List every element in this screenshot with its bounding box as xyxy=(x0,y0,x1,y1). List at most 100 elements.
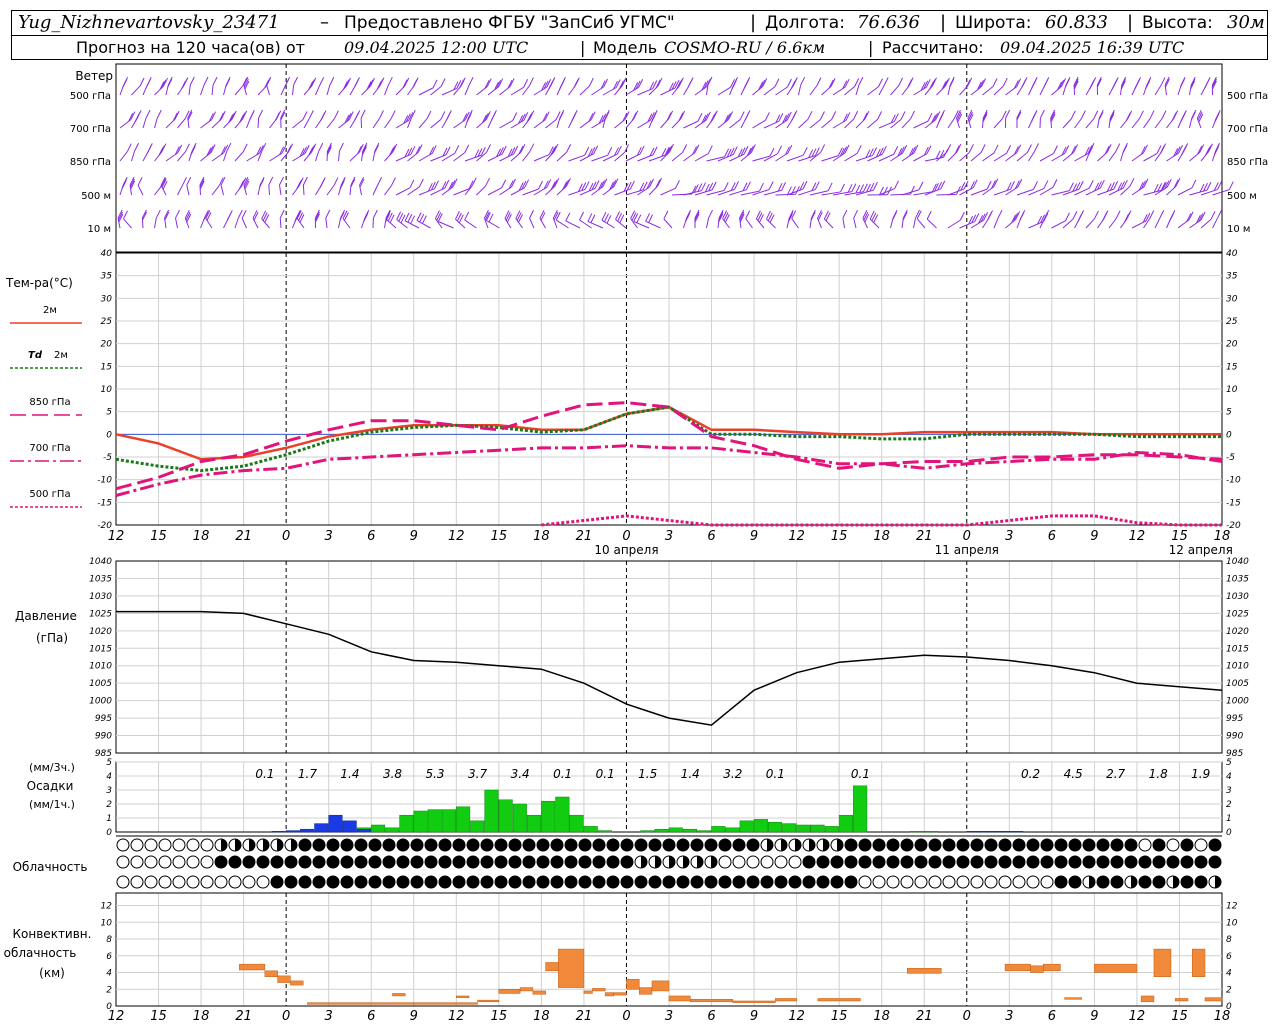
wind-barb-flag xyxy=(344,212,349,221)
wind-barb-flag xyxy=(778,113,784,122)
conv-cloud-bar xyxy=(1043,963,1061,972)
cloud-symbol xyxy=(802,855,816,869)
cloud-symbol xyxy=(662,875,676,889)
conv-cloud-bar xyxy=(604,992,614,997)
rain-bar xyxy=(782,823,797,833)
wind-barb-flag xyxy=(520,113,526,123)
cloud-symbol xyxy=(830,855,844,869)
wind-barb-flag xyxy=(1190,78,1196,88)
wind-barb xyxy=(763,153,778,162)
wind-barb-flag xyxy=(1050,111,1056,121)
cloud-symbol xyxy=(606,875,620,889)
wind-barb-flag xyxy=(854,78,860,87)
wind-barb-flag xyxy=(385,211,391,220)
wind-barb-flag xyxy=(412,79,418,88)
wind-barb xyxy=(257,117,260,129)
cloud-symbol xyxy=(396,838,410,852)
hour-label: 12 xyxy=(788,529,805,544)
wind-barb-flag xyxy=(249,111,255,121)
wind-barb-flag xyxy=(726,112,731,122)
wind-barb-flag xyxy=(1157,183,1163,192)
wind-barb-flag xyxy=(212,76,218,86)
wind-barb-flag xyxy=(743,80,749,90)
pressure-tick-right: 1000 xyxy=(1226,697,1249,707)
wind-barb-flag xyxy=(1145,212,1151,222)
wind-barb-flag xyxy=(164,209,170,219)
wind-barb-flag xyxy=(496,148,501,158)
wind-barb-flag xyxy=(434,210,440,219)
wind-barb-flag xyxy=(633,213,639,222)
wind-barb-flag xyxy=(464,111,470,121)
wind-barb-flag xyxy=(485,177,491,187)
wind-barb-flag xyxy=(810,209,816,219)
wind-barb-flag xyxy=(802,146,808,156)
wind-barb-flag xyxy=(1186,213,1192,222)
wind-barb-flag xyxy=(1073,80,1079,90)
temp-title: Тем-ра(°С) xyxy=(5,276,73,290)
snow-bar xyxy=(285,830,300,833)
wind-barb-flag xyxy=(1211,78,1217,88)
temp-tick-right: -15 xyxy=(1226,498,1241,508)
cloud-symbol xyxy=(858,855,872,869)
wind-barb xyxy=(890,193,911,196)
hour-label-bottom: 18 xyxy=(193,1009,210,1024)
wind-barb-flag xyxy=(1138,181,1144,191)
wind-barb xyxy=(131,150,136,162)
wind-barb-flag xyxy=(737,148,743,158)
wind-barb-flag xyxy=(1208,143,1213,152)
wind-barb-flag xyxy=(862,183,868,193)
wind-barb-flag xyxy=(866,183,871,193)
hour-label: 0 xyxy=(963,529,971,544)
wind-barb-flag xyxy=(629,180,635,190)
wind-barb xyxy=(993,152,1007,162)
cloud-symbol xyxy=(466,855,480,869)
wind-barb-flag xyxy=(590,146,596,156)
wind-barb-flag xyxy=(1061,146,1067,156)
rain-bar xyxy=(739,820,754,833)
cloud-symbol xyxy=(1208,855,1222,869)
wind-barb-flag xyxy=(1013,80,1019,89)
wind-barb-flag xyxy=(529,143,535,152)
wind-barb-flag xyxy=(908,147,914,157)
wind-level-left: 500 м xyxy=(81,191,111,202)
cloud-symbol xyxy=(998,875,1012,889)
wind-barb-flag xyxy=(184,110,190,119)
cloud-symbol xyxy=(410,838,424,852)
wind-barb xyxy=(315,150,320,162)
wind-barb-flag xyxy=(520,144,526,153)
cloud-symbol xyxy=(858,838,872,852)
wind-barb-flag xyxy=(692,146,698,155)
wind-barb xyxy=(913,120,929,129)
hour-label: 3 xyxy=(325,529,333,544)
wind-barb-flag xyxy=(943,79,949,89)
conv-cloud-bar xyxy=(775,998,797,1002)
wind-barb-flag xyxy=(541,82,547,91)
snow-bar xyxy=(356,828,371,833)
wind-barb-flag xyxy=(992,78,998,87)
wind-barb-flag xyxy=(407,147,413,156)
wind-barb-flag xyxy=(963,180,969,190)
wind-barb xyxy=(1016,188,1034,196)
wind-barb-flag xyxy=(745,210,751,219)
cloud-symbol-half xyxy=(837,839,843,851)
wind-barb-flag xyxy=(609,181,614,191)
wind-barb-flag xyxy=(296,181,301,190)
wind-barb-flag xyxy=(878,78,883,87)
cloud-symbol xyxy=(1110,855,1124,869)
wind-barb-flag xyxy=(808,149,814,159)
wind-barb-flag xyxy=(504,210,510,219)
legend-t850-label: 850 гПа xyxy=(29,397,70,408)
hour-label-bottom: 3 xyxy=(665,1009,673,1024)
temp-tick-left: -5 xyxy=(103,453,112,463)
wind-barb-flag xyxy=(523,79,529,88)
conv-cloud-bar xyxy=(1191,948,1206,977)
wind-barb-flag xyxy=(486,144,491,153)
wind-barb-flag xyxy=(419,213,425,223)
wind-barb-flag xyxy=(718,209,724,219)
wind-barb-flag xyxy=(185,211,191,221)
wind-barb-flag xyxy=(161,179,167,188)
wind-barb-flag xyxy=(539,210,545,219)
wind-barb-flag xyxy=(781,182,787,191)
hour-label-bottom: 18 xyxy=(873,1009,890,1024)
wind-barb xyxy=(522,151,531,162)
